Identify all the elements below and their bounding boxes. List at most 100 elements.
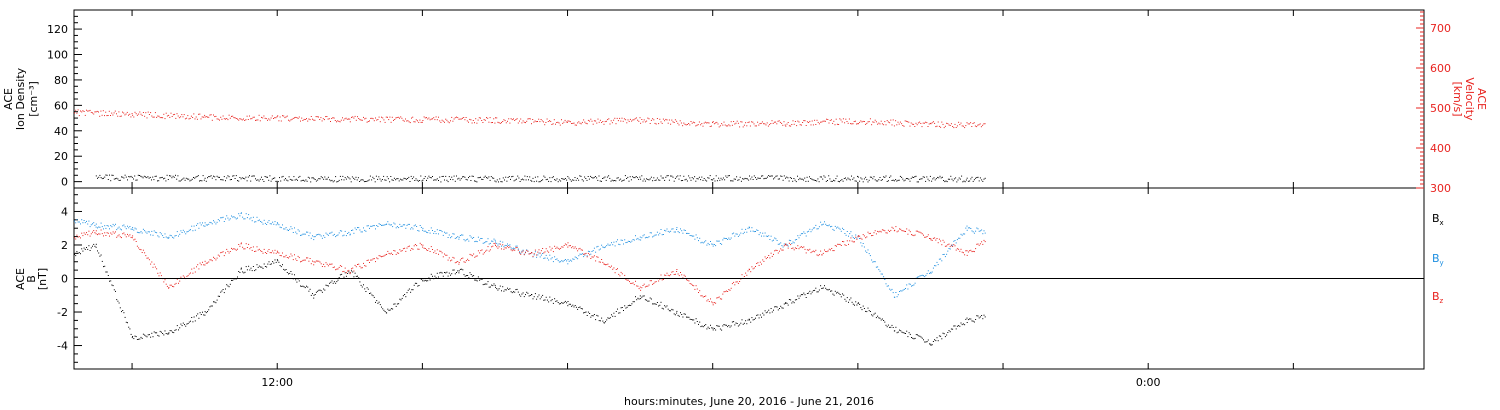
density-point (343, 179, 345, 181)
by-point (422, 227, 424, 229)
by-point (452, 233, 454, 235)
bx-point (740, 322, 742, 324)
bx-point (755, 317, 756, 319)
by-point (394, 223, 396, 225)
by-point (941, 260, 943, 262)
velocity-point (407, 120, 409, 122)
bz-point (406, 247, 408, 249)
by-point (122, 225, 124, 227)
by-point (794, 239, 796, 241)
velocity-point (586, 123, 588, 125)
by-point (112, 223, 114, 225)
bx-point (708, 327, 710, 329)
density-point (533, 181, 535, 183)
bx-point (191, 317, 193, 318)
density-point (199, 180, 200, 182)
bz-point (75, 238, 77, 240)
by-point (492, 240, 494, 242)
velocity-point (962, 125, 964, 127)
velocity-point (614, 117, 616, 119)
velocity-point (426, 117, 427, 119)
density-point (171, 177, 173, 179)
density-point (578, 179, 580, 181)
velocity-point (746, 125, 748, 127)
by-point (141, 232, 143, 234)
density-point (380, 180, 382, 182)
density-point (353, 177, 355, 179)
density-point (967, 180, 969, 182)
bz-point (186, 275, 188, 277)
by-point (568, 260, 570, 262)
bx-point (122, 310, 124, 311)
bx-point (394, 303, 396, 305)
density-point (709, 175, 711, 177)
bx-point (808, 292, 810, 294)
velocity-point (325, 116, 327, 118)
bz-point (643, 283, 645, 285)
bz-point (379, 255, 381, 257)
velocity-point (609, 123, 611, 125)
by-point (779, 243, 780, 245)
velocity-point (375, 117, 376, 119)
bx-point (336, 281, 338, 283)
bz-point (300, 261, 301, 263)
density-point (314, 179, 316, 180)
bx-point (857, 302, 859, 304)
bx-point (593, 314, 595, 315)
density-point (476, 181, 478, 183)
density-point (298, 176, 300, 178)
bx-point (450, 274, 451, 276)
density-point (909, 180, 911, 182)
by-point (388, 223, 390, 225)
bz-point (468, 260, 470, 261)
by-point (264, 222, 266, 224)
bz-point (429, 251, 431, 252)
by-point (291, 228, 293, 230)
bz-point (617, 268, 618, 270)
density-point (222, 179, 224, 181)
bz-point (577, 250, 579, 252)
velocity-point (721, 123, 723, 125)
density-point (274, 177, 276, 179)
bz-point (597, 256, 599, 258)
velocity-point (482, 122, 484, 123)
bx-point (791, 302, 793, 304)
bx-point (81, 248, 83, 250)
bz-point (646, 285, 648, 287)
velocity-point (929, 122, 931, 124)
by-point (319, 234, 321, 236)
velocity-point (468, 121, 469, 123)
density-point (228, 176, 230, 178)
by-point (745, 228, 747, 230)
density-point (511, 176, 513, 178)
density-point (560, 180, 562, 182)
velocity-point (488, 121, 490, 123)
by-point (890, 289, 892, 291)
by-point (188, 229, 190, 231)
velocity-point (525, 122, 526, 124)
density-point (514, 179, 516, 181)
density-point (524, 175, 526, 177)
by-point (601, 244, 603, 246)
density-point (246, 180, 248, 182)
bz-point (785, 243, 787, 245)
velocity-point (806, 121, 808, 123)
bz-point (546, 250, 548, 252)
by-point (221, 217, 223, 219)
by-point (423, 230, 425, 232)
bx-point (197, 313, 199, 315)
bz-point (198, 268, 200, 270)
bz-point (377, 258, 379, 260)
bz-point (266, 253, 268, 254)
bx-point (521, 293, 523, 295)
bx-point (154, 332, 156, 334)
velocity-point (381, 116, 382, 118)
velocity-point (280, 120, 282, 122)
bx-point (95, 243, 97, 245)
by-point (630, 241, 632, 243)
by-point (433, 232, 435, 234)
bx-point (812, 290, 814, 292)
density-point (237, 180, 238, 182)
velocity-point (235, 118, 237, 119)
by-point (169, 234, 171, 236)
